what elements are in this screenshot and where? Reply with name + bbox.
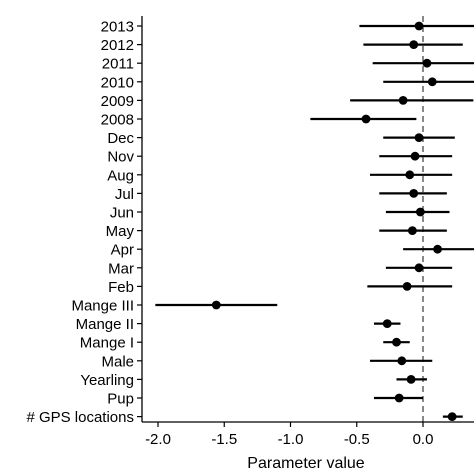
- category-label-16: Mange II: [76, 316, 134, 333]
- x-ticks: -2.0 -1.5 -1.0 -0.5 0.0: [145, 422, 433, 448]
- point-11: [408, 226, 417, 236]
- x-tick-label-0: -2.0: [145, 431, 171, 448]
- category-label-21: # GPS locations: [26, 409, 134, 426]
- category-label-6: Dec: [107, 130, 134, 147]
- category-label-10: Jun: [110, 205, 134, 222]
- x-tick-label-1: -1.5: [211, 431, 237, 448]
- point-9: [409, 189, 419, 198]
- point-17: [392, 337, 401, 347]
- point-7: [410, 151, 420, 161]
- category-label-17: Mange I: [80, 335, 134, 352]
- point-20: [394, 393, 404, 403]
- point-13: [414, 263, 424, 273]
- point-2: [422, 58, 432, 68]
- category-label-15: Mange III: [71, 298, 134, 315]
- category-label-20: Pup: [107, 391, 134, 408]
- category-label-11: May: [106, 223, 135, 240]
- category-label-14: Feb: [108, 279, 134, 296]
- intervals-layer: [155, 24, 474, 418]
- point-15: [211, 300, 221, 310]
- point-18: [397, 356, 407, 366]
- category-label-1: 2012: [101, 37, 134, 54]
- point-1: [409, 40, 419, 49]
- point-21: [447, 412, 457, 421]
- point-19: [406, 375, 416, 384]
- point-6: [414, 133, 424, 143]
- point-3: [427, 77, 437, 87]
- category-label-18: Male: [101, 353, 134, 370]
- category-label-8: Aug: [107, 167, 134, 184]
- category-label-0: 2013: [101, 19, 134, 36]
- category-labels: 201320122011201020092008DecNovAugJulJunM…: [26, 19, 142, 426]
- point-14: [402, 282, 412, 291]
- category-label-2: 2011: [102, 56, 134, 73]
- point-16: [382, 319, 392, 328]
- x-tick-label-4: 0.0: [413, 431, 434, 448]
- axes: [141, 16, 474, 423]
- points-layer: [211, 21, 457, 421]
- category-label-4: 2009: [101, 93, 134, 110]
- point-12: [433, 244, 442, 254]
- x-tick-label-3: -0.5: [344, 431, 370, 448]
- category-label-3: 2010: [101, 74, 134, 91]
- point-0: [414, 21, 424, 31]
- point-4: [398, 96, 408, 105]
- category-label-13: Mar: [108, 260, 134, 277]
- category-label-19: Yearling: [80, 372, 134, 389]
- point-10: [415, 207, 425, 217]
- point-5: [361, 114, 371, 124]
- x-tick-label-2: -1.0: [278, 431, 304, 448]
- point-8: [405, 170, 415, 180]
- x-axis-title: Parameter value: [247, 455, 364, 472]
- category-label-12: Apr: [111, 242, 134, 259]
- category-label-5: 2008: [101, 112, 134, 129]
- category-label-9: Jul: [115, 186, 134, 203]
- category-label-7: Nov: [107, 149, 134, 166]
